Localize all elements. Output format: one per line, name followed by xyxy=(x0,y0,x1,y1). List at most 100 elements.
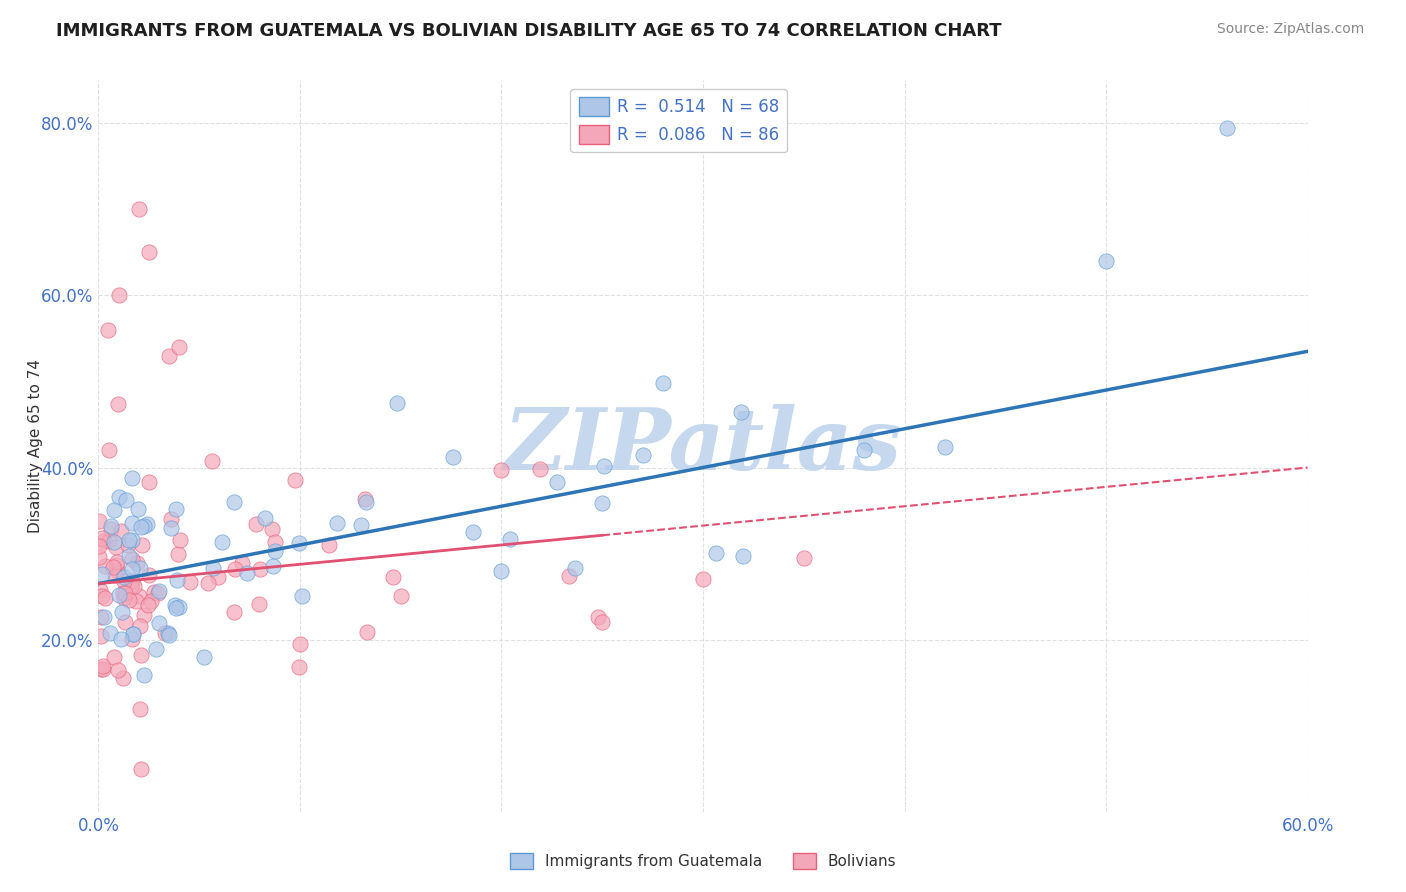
Point xyxy=(354,491,377,506)
Point xyxy=(546,475,568,490)
Point xyxy=(491,564,513,578)
Point xyxy=(730,405,752,419)
Point xyxy=(245,517,267,532)
Point xyxy=(148,584,170,599)
Point xyxy=(91,662,114,676)
Point xyxy=(117,538,139,552)
Point xyxy=(138,475,160,489)
Point xyxy=(169,600,191,615)
Point xyxy=(89,539,111,553)
Point xyxy=(169,533,191,548)
Point xyxy=(121,562,143,576)
Point xyxy=(136,598,159,612)
Point xyxy=(354,495,377,509)
Point xyxy=(104,540,127,554)
Point xyxy=(692,572,714,586)
Point xyxy=(98,534,121,549)
Point xyxy=(90,662,112,676)
Point xyxy=(1216,120,1239,135)
Point xyxy=(114,586,136,600)
Point xyxy=(288,536,311,550)
Point xyxy=(107,556,129,570)
Point xyxy=(90,609,112,624)
Point xyxy=(201,454,224,468)
Point xyxy=(91,566,114,581)
Point xyxy=(121,471,143,485)
Point xyxy=(110,632,132,647)
Point xyxy=(103,649,125,664)
Point xyxy=(129,520,152,534)
Point xyxy=(529,462,551,476)
Text: Source: ZipAtlas.com: Source: ZipAtlas.com xyxy=(1216,22,1364,37)
Point xyxy=(138,567,160,582)
Point xyxy=(138,245,160,260)
Point xyxy=(853,442,876,457)
Point xyxy=(247,597,270,611)
Point xyxy=(157,627,180,641)
Legend: R =  0.514   N = 68, R =  0.086   N = 86: R = 0.514 N = 68, R = 0.086 N = 86 xyxy=(571,88,787,153)
Legend: Immigrants from Guatemala, Bolivians: Immigrants from Guatemala, Bolivians xyxy=(503,847,903,875)
Point xyxy=(107,288,129,302)
Point xyxy=(97,323,120,337)
Point xyxy=(153,625,176,640)
Point xyxy=(128,561,150,575)
Point xyxy=(157,626,180,640)
Point xyxy=(121,574,143,588)
Point xyxy=(145,641,167,656)
Point xyxy=(107,663,129,677)
Point xyxy=(125,593,148,607)
Point xyxy=(326,516,349,530)
Point xyxy=(441,450,464,464)
Point xyxy=(491,463,513,477)
Point xyxy=(107,397,129,411)
Point xyxy=(135,516,157,531)
Point xyxy=(165,599,187,613)
Point xyxy=(94,591,117,605)
Point xyxy=(557,569,579,583)
Point xyxy=(97,443,120,458)
Point xyxy=(114,615,136,629)
Point xyxy=(117,533,139,547)
Point xyxy=(222,605,245,619)
Point xyxy=(91,589,114,603)
Point xyxy=(100,519,122,533)
Point xyxy=(121,632,143,647)
Point xyxy=(93,610,115,624)
Point xyxy=(146,586,169,600)
Point xyxy=(224,562,246,576)
Point xyxy=(118,593,141,607)
Point xyxy=(118,549,141,563)
Point xyxy=(128,702,150,716)
Point xyxy=(89,583,111,598)
Point xyxy=(110,524,132,539)
Point xyxy=(121,516,143,530)
Point xyxy=(167,340,190,354)
Point xyxy=(166,547,188,561)
Point xyxy=(231,556,253,570)
Point xyxy=(704,546,727,560)
Point xyxy=(87,515,110,529)
Point xyxy=(165,601,187,615)
Point xyxy=(105,563,128,577)
Point xyxy=(160,512,183,526)
Point xyxy=(586,609,609,624)
Point xyxy=(122,626,145,640)
Point xyxy=(100,522,122,536)
Point xyxy=(114,492,136,507)
Point xyxy=(356,624,378,639)
Point xyxy=(101,560,124,574)
Point xyxy=(201,560,224,574)
Point xyxy=(193,649,215,664)
Point xyxy=(222,495,245,509)
Point xyxy=(103,503,125,517)
Point xyxy=(207,570,229,584)
Point xyxy=(733,549,755,563)
Point xyxy=(108,588,131,602)
Point xyxy=(107,490,129,504)
Point xyxy=(165,502,187,516)
Point xyxy=(254,511,277,525)
Point xyxy=(112,574,135,588)
Point xyxy=(236,566,259,580)
Point xyxy=(103,535,125,549)
Point xyxy=(104,567,127,582)
